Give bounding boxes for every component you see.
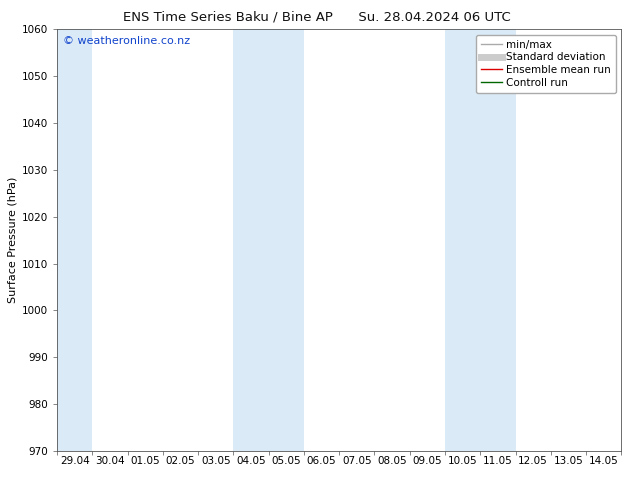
Bar bbox=[57, 29, 93, 451]
Text: © weatheronline.co.nz: © weatheronline.co.nz bbox=[63, 36, 190, 46]
Text: ENS Time Series Baku / Bine AP      Su. 28.04.2024 06 UTC: ENS Time Series Baku / Bine AP Su. 28.04… bbox=[123, 11, 511, 24]
Legend: min/max, Standard deviation, Ensemble mean run, Controll run: min/max, Standard deviation, Ensemble me… bbox=[476, 35, 616, 93]
Bar bbox=[445, 29, 515, 451]
Y-axis label: Surface Pressure (hPa): Surface Pressure (hPa) bbox=[8, 177, 18, 303]
Bar bbox=[233, 29, 304, 451]
